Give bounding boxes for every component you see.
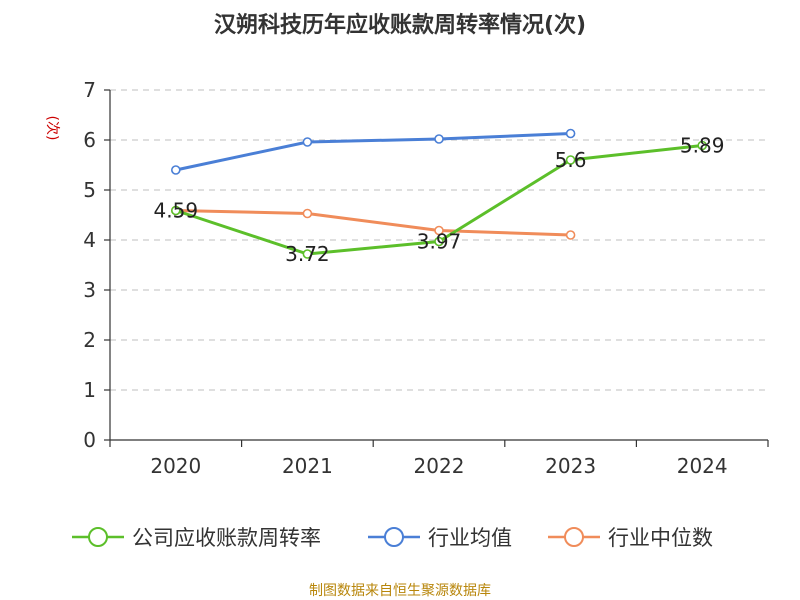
axes: 0 1 2 3 4 5 6 7 2020 2021 2022 2023 2024 xyxy=(83,78,769,478)
x-tick-label: 2020 xyxy=(150,454,201,478)
data-label: 5.89 xyxy=(680,134,725,158)
x-tick-label: 2022 xyxy=(414,454,465,478)
legend-marker xyxy=(384,527,404,547)
chart-title: 汉朔科技历年应收账款周转率情况(次) xyxy=(214,12,586,38)
data-point xyxy=(302,249,313,259)
data-point xyxy=(171,205,181,216)
y-tick-label: 1 xyxy=(83,378,96,402)
data-point xyxy=(565,155,576,165)
x-tick-label: 2024 xyxy=(677,454,728,478)
legend-marker xyxy=(88,527,108,547)
data-label: 5.6 xyxy=(555,148,587,172)
source-note: 制图数据来自恒生聚源数据库 xyxy=(309,583,491,599)
x-tick-label: 2023 xyxy=(545,454,596,478)
data-point xyxy=(565,128,576,139)
data-point xyxy=(434,225,444,236)
data-point xyxy=(302,137,313,147)
data-point xyxy=(434,134,444,144)
data-labels: 4.59 3.72 3.97 5.6 5.89 xyxy=(154,134,725,267)
y-axis-unit: (次) xyxy=(44,116,60,141)
x-tick-label: 2021 xyxy=(282,454,333,478)
series-lines xyxy=(171,128,708,259)
y-tick-label: 7 xyxy=(83,78,96,102)
y-tick-label: 6 xyxy=(83,128,96,152)
y-tick-label: 5 xyxy=(83,178,96,202)
data-point xyxy=(565,230,576,240)
data-label: 3.72 xyxy=(285,242,330,266)
series-line xyxy=(175,209,571,237)
data-point xyxy=(434,236,444,247)
legend-label: 行业均值 xyxy=(428,526,512,550)
y-tick-label: 3 xyxy=(83,278,96,302)
data-label: 4.59 xyxy=(154,199,199,223)
legend-label: 行业中位数 xyxy=(608,526,713,550)
legend: 公司应收账款周转率 行业均值 行业中位数 xyxy=(72,526,713,550)
legend-label: 公司应收账款周转率 xyxy=(132,526,321,550)
data-label: 3.97 xyxy=(417,230,462,254)
y-tick-label: 4 xyxy=(83,228,96,252)
legend-marker xyxy=(564,527,584,547)
data-point xyxy=(302,208,313,219)
data-point xyxy=(697,140,708,151)
y-tick-label: 2 xyxy=(83,328,96,352)
series-line xyxy=(175,132,571,172)
data-point xyxy=(171,165,181,175)
y-tick-label: 0 xyxy=(83,428,96,452)
